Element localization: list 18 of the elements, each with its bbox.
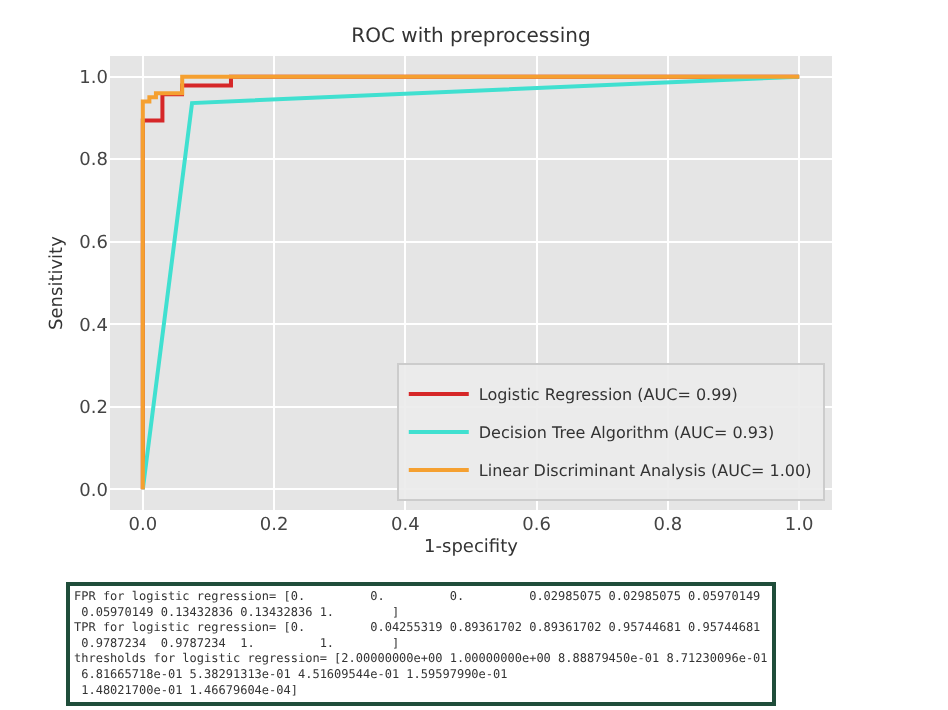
legend-label: Decision Tree Algorithm (AUC= 0.93) (478, 424, 775, 443)
x-tick-label: 0.8 (653, 516, 683, 536)
x-tick-label: 0.0 (128, 516, 158, 536)
x-tick-label: 1.0 (784, 516, 815, 536)
legend-label: Linear Discriminant Analysis (AUC= 1.00) (478, 462, 812, 481)
y-tick-label: 1.0 (79, 68, 109, 89)
y-tick-label: 0.6 (79, 234, 109, 255)
y-tick-label: 0.0 (79, 481, 109, 502)
x-tick-label: 0.2 (259, 516, 289, 536)
y-tick-label: 0.4 (79, 316, 109, 337)
y-axis-title: Sensitivity (48, 234, 69, 330)
y-tick-label: 0.8 (79, 151, 109, 172)
legend-label: Logistic Regression (AUC= 0.99) (478, 386, 738, 405)
chart-title: ROC with preprocessing (351, 26, 591, 49)
x-tick-label: 0.6 (522, 516, 552, 536)
x-axis-title: 1-specifity (424, 537, 520, 558)
y-tick-label: 0.2 (79, 399, 108, 420)
x-tick-label: 0.4 (391, 516, 421, 536)
